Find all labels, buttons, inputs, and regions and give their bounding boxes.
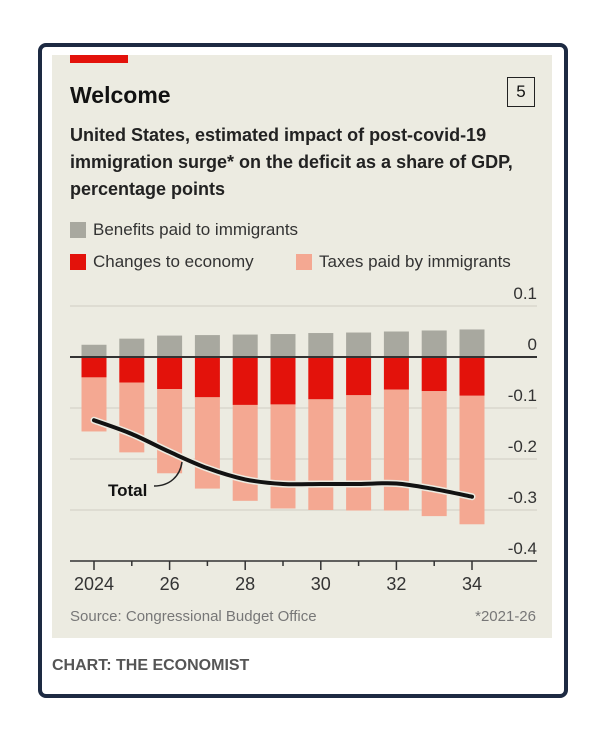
bar-economy (346, 357, 372, 396)
source-note: Source: Congressional Budget Office (70, 608, 317, 625)
total-label: Total (108, 481, 147, 500)
bar-benefits (383, 331, 409, 357)
legend-benefits: Benefits paid to immigrants (70, 220, 298, 240)
x-tick-label: 32 (386, 574, 406, 594)
x-tick-label: 34 (462, 574, 482, 594)
bar-benefits (346, 332, 372, 357)
bar-taxes (459, 395, 485, 525)
bar-taxes (346, 395, 372, 511)
bar-benefits (459, 329, 485, 357)
total-line (92, 418, 474, 499)
bar-taxes (383, 389, 409, 511)
y-tick-label: -0.3 (508, 488, 537, 507)
legend-label: Changes to economy (93, 252, 254, 271)
total-leader-line (153, 461, 183, 487)
bar-economy (459, 357, 485, 396)
bar-taxes (308, 399, 334, 510)
y-tick-label: -0.1 (508, 386, 537, 405)
bar-benefits (270, 334, 296, 357)
bar-benefits (81, 344, 107, 357)
legend-economy: Changes to economy (70, 252, 254, 272)
bar-benefits (119, 338, 145, 357)
bar-benefits (194, 335, 220, 357)
chart-credit: CHART: THE ECONOMIST (52, 657, 250, 674)
x-tick-label: 28 (235, 574, 255, 594)
x-tick-label: 30 (311, 574, 331, 594)
bar-benefits (421, 330, 447, 357)
brand-tag (70, 55, 128, 63)
y-tick-label: 0 (528, 335, 537, 354)
bar-benefits (232, 334, 258, 357)
bar-economy (383, 357, 409, 390)
legend-swatch (70, 222, 86, 238)
chart-number-badge: 5 (507, 77, 535, 107)
x-tick-label: 26 (160, 574, 180, 594)
bar-economy (232, 357, 258, 405)
bar-benefits (157, 335, 183, 357)
chart-plot: 0.1 0 -0.1 -0.2 -0.3 -0.4 Total 2024 26 28 30 32 34 (70, 284, 537, 594)
bar-economy (421, 357, 447, 392)
bar-economy (157, 357, 183, 390)
bar-taxes (232, 404, 258, 501)
bar-taxes (421, 391, 447, 517)
bar-benefits (308, 333, 334, 357)
bar-taxes (157, 389, 183, 474)
y-tick-label: -0.4 (508, 539, 537, 558)
x-tick-label: 2024 (74, 574, 114, 594)
bar-economy (270, 357, 296, 405)
y-tick-label: 0.1 (513, 284, 537, 303)
chart-title: Welcome (70, 82, 171, 108)
y-tick-label: -0.2 (508, 437, 537, 456)
legend-swatch (296, 254, 312, 270)
bar-economy (308, 357, 334, 400)
legend-label: Benefits paid to immigrants (93, 220, 299, 239)
legend-label: Taxes paid by immigrants (319, 252, 511, 271)
footnote: *2021-26 (475, 608, 536, 625)
bar-economy (119, 357, 145, 383)
legend-swatch (70, 254, 86, 270)
chart-subtitle: United States, estimated impact of post-… (70, 125, 513, 199)
bar-economy (81, 357, 107, 378)
bar-economy (194, 357, 220, 398)
legend-taxes: Taxes paid by immigrants (296, 252, 511, 272)
bar-taxes (119, 382, 145, 453)
bar-taxes (270, 404, 296, 509)
